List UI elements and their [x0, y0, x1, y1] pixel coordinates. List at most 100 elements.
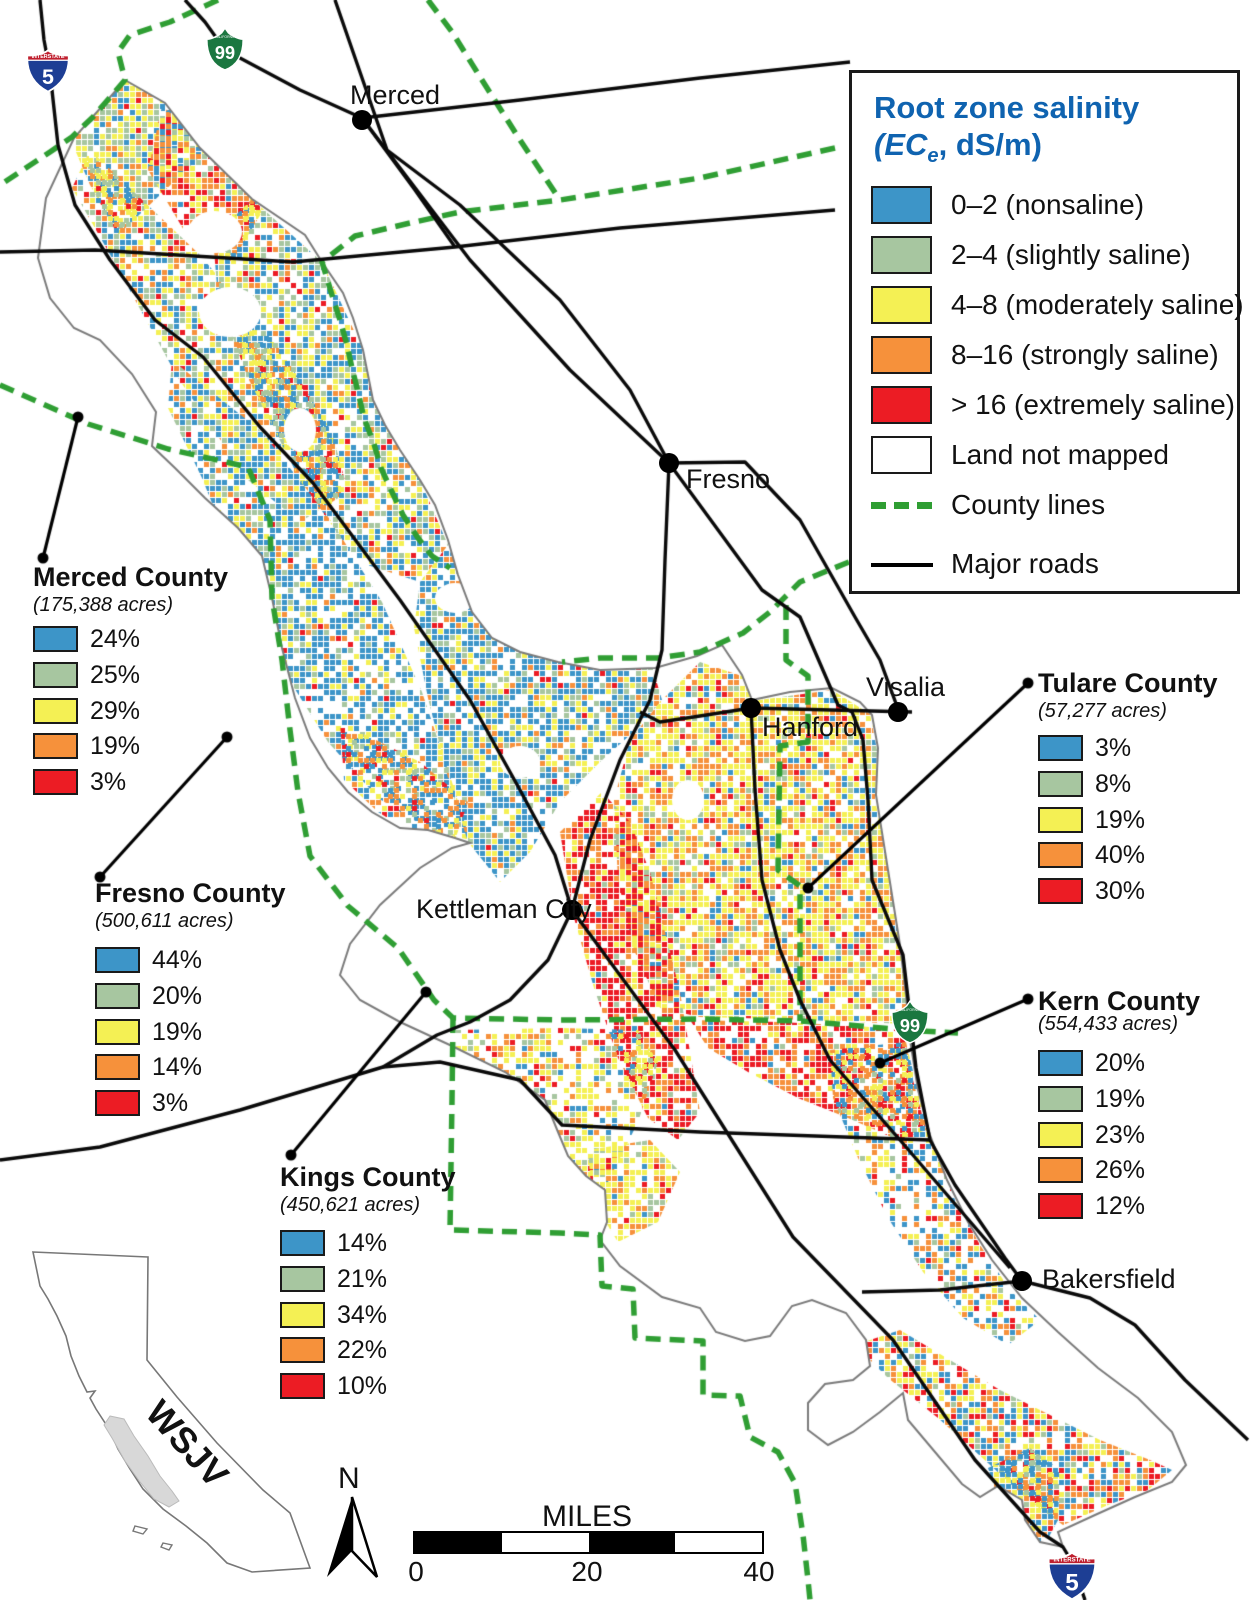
county-class-swatch — [95, 1018, 140, 1045]
county-class-swatch — [1038, 1157, 1083, 1184]
california-outline — [32, 1251, 312, 1573]
county-class-percent: 29% — [90, 696, 141, 725]
county-class-swatch — [33, 661, 78, 688]
county-class-percent: 25% — [90, 660, 141, 689]
wsjv-region-shape — [103, 1415, 180, 1508]
county-class-percent: 19% — [1095, 1084, 1146, 1113]
scale-bar-title: MILES — [541, 1500, 633, 1533]
county-title: Merced County — [33, 562, 229, 592]
legend-item: 2–4 (slightly saline) — [871, 236, 1221, 274]
county-class-swatch — [280, 1230, 325, 1256]
legend-item: > 16 (extremely saline) — [871, 386, 1235, 424]
interstate-5-shield-icon: INTERSTATE 5 — [26, 49, 70, 93]
county-class-swatch — [95, 1090, 140, 1117]
county-class-percent: 22% — [337, 1336, 388, 1365]
county-class-percent: 40% — [1095, 841, 1146, 870]
ca-99-shield-icon: CALIFORNIA 99 — [891, 999, 929, 1044]
county-class-percent: 8% — [1095, 769, 1132, 798]
county-class-swatch — [33, 769, 78, 796]
merced-label: Merced — [350, 80, 441, 110]
county-class-percent: 20% — [1095, 1049, 1146, 1077]
county-title: Tulare County — [1038, 668, 1218, 698]
legend-box: Root zone salinity (ECe, dS/m) 0–2 (nons… — [849, 70, 1244, 594]
legend-item: 0–2 (nonsaline) — [871, 186, 1221, 224]
county-class-percent: 23% — [1095, 1120, 1146, 1149]
county-class-swatch — [1038, 842, 1083, 869]
county-class-swatch — [1038, 806, 1083, 833]
scale-bar: MILES 0 20 40 — [403, 1500, 774, 1587]
hanford-dot — [741, 698, 761, 718]
scale-tick-20: 20 — [571, 1556, 603, 1587]
county-class-percent: 10% — [337, 1372, 388, 1401]
county-class-swatch — [1038, 1193, 1083, 1220]
county-class-swatch — [95, 1054, 140, 1081]
county-title: Kern County — [1038, 986, 1200, 1016]
county-acres: (57,277 acres) — [1038, 700, 1167, 722]
county-class-percent: 21% — [337, 1264, 388, 1293]
visalia-label: Visalia — [866, 672, 946, 702]
kettleman-city-label: Kettleman City — [416, 894, 592, 924]
county-acres: (175,388 acres) — [33, 594, 174, 616]
county-class-percent: 3% — [1095, 734, 1132, 762]
county-acres: (554,433 acres) — [1038, 1013, 1179, 1035]
legend-item: 8–16 (strongly saline) — [871, 336, 1221, 374]
legend-swatch — [871, 236, 932, 274]
channel-islands — [132, 1525, 174, 1551]
legend-item-label: 8–16 (strongly saline) — [951, 339, 1219, 370]
legend-county-lines-row: County lines — [871, 486, 1221, 524]
north-arrow-icon — [327, 1496, 379, 1578]
legend-swatch — [871, 436, 932, 474]
county-class-swatch — [95, 947, 140, 973]
legend-swatch — [871, 386, 932, 424]
merced-dot — [352, 110, 372, 130]
legend-item: Land not mapped — [871, 436, 1221, 474]
county-class-swatch — [1038, 1085, 1083, 1112]
legend-item-label: 0–2 (nonsaline) — [951, 189, 1145, 220]
scale-tick-0: 0 — [408, 1556, 424, 1587]
county-class-percent: 3% — [90, 768, 127, 797]
legend-item-label: 4–8 (moderately saline) — [951, 289, 1244, 320]
visalia-dot — [888, 702, 908, 722]
legend-swatch — [871, 286, 932, 324]
county-class-swatch — [33, 733, 78, 760]
svg-text:5: 5 — [42, 65, 54, 89]
legend-swatch — [871, 186, 932, 224]
scale-tick-40: 40 — [743, 1556, 775, 1587]
bakersfield-dot — [1012, 1271, 1032, 1291]
county-class-swatch — [280, 1265, 325, 1292]
county-class-percent: 19% — [90, 732, 141, 761]
county-class-swatch — [1038, 878, 1083, 905]
svg-text:CALIFORNIA: CALIFORNIA — [900, 1008, 922, 1012]
county-class-percent: 44% — [152, 946, 203, 974]
legend-item-label: > 16 (extremely saline) — [951, 389, 1236, 420]
scale-bar-segments — [413, 1531, 764, 1554]
svg-text:INTERSTATE: INTERSTATE — [1053, 1557, 1090, 1563]
legend-item: 4–8 (moderately saline) — [871, 286, 1244, 324]
major-roads-label: Major roads — [951, 548, 1099, 579]
county-class-swatch — [1038, 770, 1083, 797]
county-class-swatch — [1038, 1050, 1083, 1076]
legend-title: Root zone salinity (ECe, dS/m) — [874, 90, 1140, 168]
county-class-percent: 14% — [337, 1229, 388, 1257]
hanford-label: Hanford — [762, 712, 859, 742]
legend-swatch — [871, 336, 932, 374]
bakersfield-label: Bakersfield — [1042, 1264, 1176, 1294]
county-class-percent: 24% — [90, 625, 141, 653]
county-class-swatch — [280, 1301, 325, 1328]
county-class-swatch — [1038, 1121, 1083, 1148]
county-class-swatch — [280, 1337, 325, 1364]
county-class-percent: 19% — [152, 1017, 203, 1046]
major-road-sample — [871, 563, 933, 567]
county-class-percent: 20% — [152, 981, 203, 1010]
california-inset-map: WSJV — [32, 1251, 312, 1573]
county-title: Fresno County — [95, 878, 286, 908]
county-class-swatch — [33, 697, 78, 724]
county-acres: (450,621 acres) — [280, 1194, 421, 1216]
county-class-percent: 14% — [152, 1053, 203, 1082]
svg-text:CALIFORNIA: CALIFORNIA — [215, 35, 237, 39]
kettleman-city-dot — [562, 900, 582, 920]
county-line-sample — [871, 502, 933, 509]
svg-text:5: 5 — [1065, 1570, 1079, 1597]
north-label: N — [338, 1462, 360, 1495]
